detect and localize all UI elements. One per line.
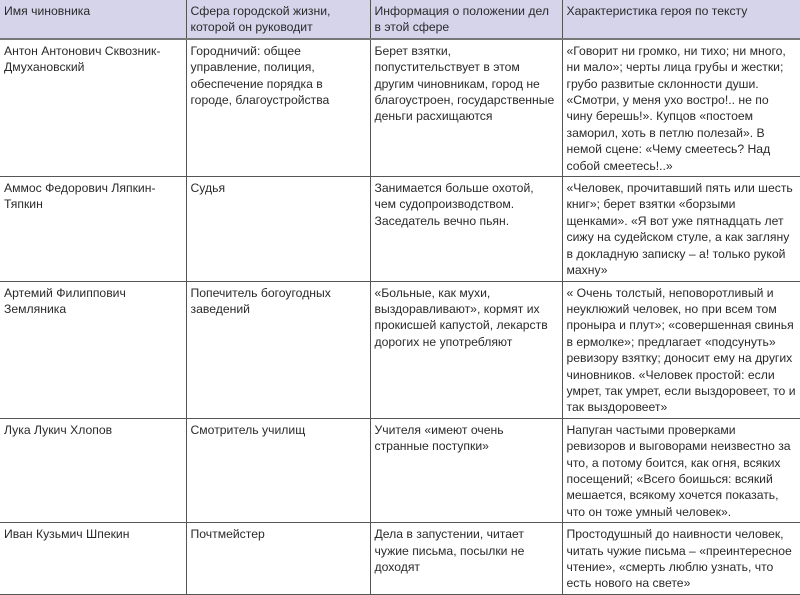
table-row: Антон Антонович Сквозник-Дмухановский Го… <box>0 38 800 178</box>
cell-info: «Больные, как мухи, выздоравливают», кор… <box>369 280 563 419</box>
cell-info: Учителя «имеют очень странные поступки» <box>369 417 563 524</box>
table-row: Аммос Федорович Ляпкин-Тяпкин Судья Зани… <box>0 176 800 282</box>
table-row: Артемий Филиппович Земляника Попечитель … <box>0 280 800 419</box>
cell-characteristic: «Говорит ни громко, ни тихо; ни много, н… <box>561 38 800 178</box>
cell-name: Аммос Федорович Ляпкин-Тяпкин <box>0 176 187 282</box>
table-row: Лука Лукич Хлопов Смотритель училищ Учит… <box>0 417 800 524</box>
cell-info: Берет взятки, попустительствует в этом д… <box>369 38 563 178</box>
table-row: Иван Кузьмич Шпекин Почтмейстер Дела в з… <box>0 522 800 595</box>
header-characteristic: Характеристика героя по тексту <box>561 0 800 40</box>
cell-name: Иван Кузьмич Шпекин <box>0 522 187 595</box>
cell-info: Занимается больше охотой, чем судопроизв… <box>369 176 563 282</box>
cell-sphere: Судья <box>185 176 371 282</box>
header-row: Имя чиновника Сфера городской жизни, кот… <box>0 0 800 40</box>
header-sphere: Сфера городской жизни, которой он руково… <box>185 0 371 40</box>
cell-characteristic: Напуган частыми проверками ревизоров и в… <box>561 417 800 524</box>
cell-characteristic: «Человек, прочитавший пять или шесть кни… <box>561 176 800 282</box>
cell-name: Артемий Филиппович Земляника <box>0 280 187 419</box>
cell-info: Дела в запустении, читает чужие письма, … <box>369 522 563 595</box>
cell-sphere: Смотритель училищ <box>185 417 371 524</box>
cell-sphere: Почтмейстер <box>185 522 371 595</box>
cell-sphere: Попечитель богоугодных заведений <box>185 280 371 419</box>
cell-characteristic: « Очень толстый, неповоротливый и неуклю… <box>561 280 800 419</box>
header-name: Имя чиновника <box>0 0 187 40</box>
cell-sphere: Городничий: общее управление, полиция, о… <box>185 38 371 178</box>
cell-name: Лука Лукич Хлопов <box>0 417 187 524</box>
header-info: Информация о положении дел в этой сфере <box>369 0 563 40</box>
cell-name: Антон Антонович Сквозник-Дмухановский <box>0 38 187 178</box>
cell-characteristic: Простодушный до наивности человек, читат… <box>561 522 800 595</box>
